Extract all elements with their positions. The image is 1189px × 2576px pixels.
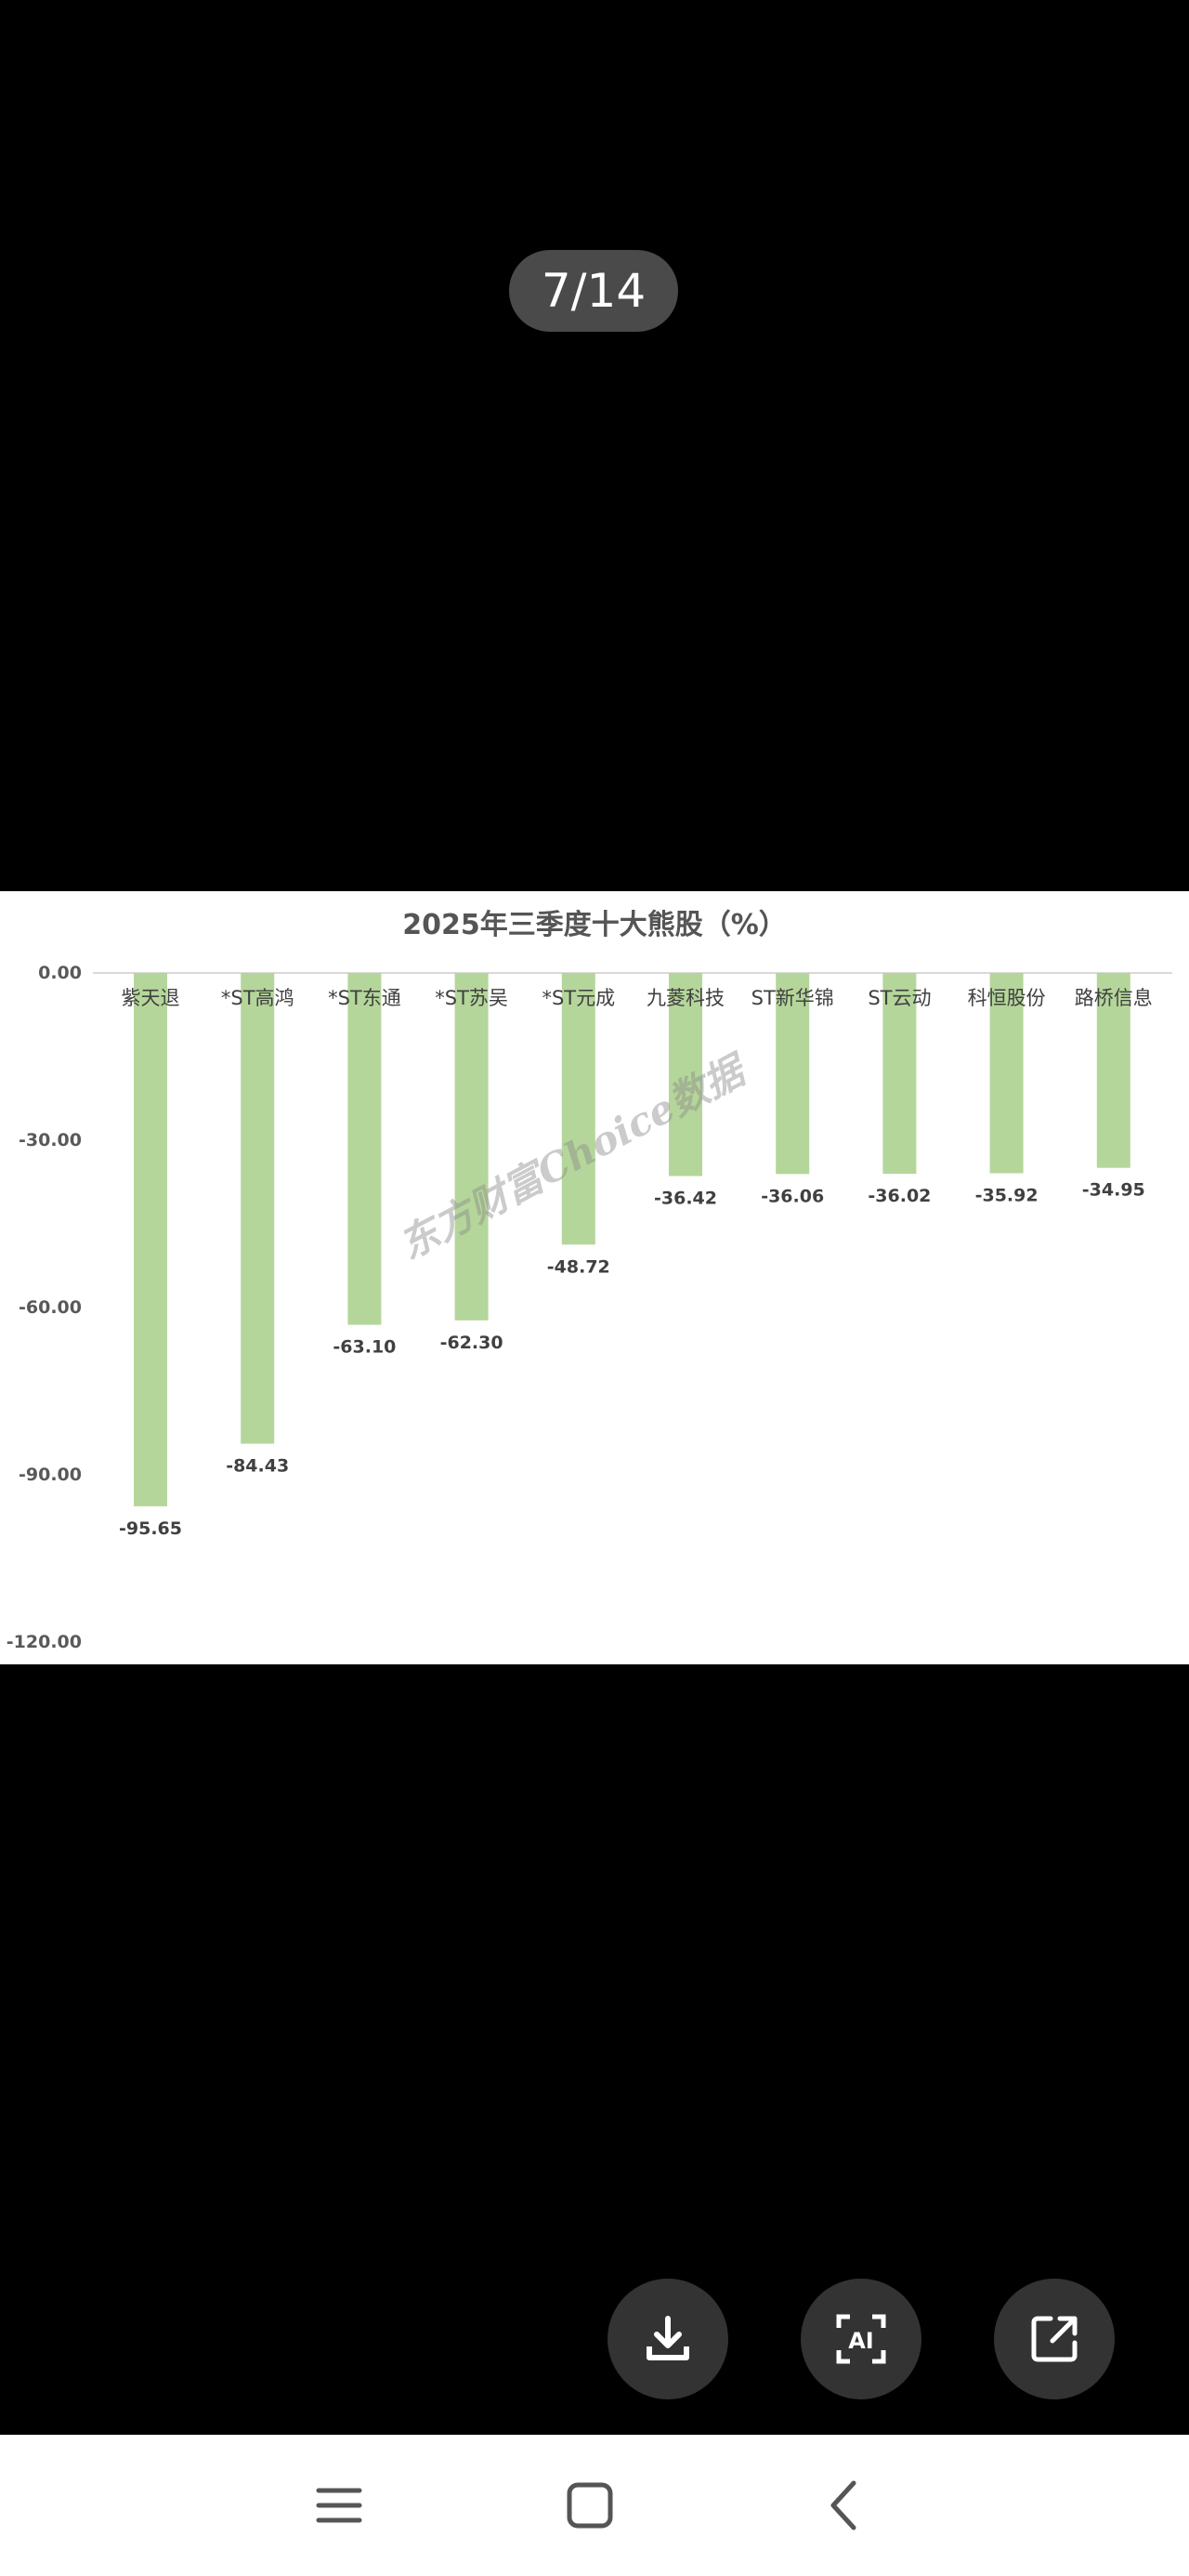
- category-label: *ST高鸿: [221, 987, 294, 1009]
- bar: [454, 973, 489, 1321]
- menu-icon: [316, 2488, 362, 2523]
- y-tick-label: 0.00: [38, 963, 82, 983]
- category-label: *ST苏吴: [435, 987, 508, 1009]
- value-label: -36.02: [868, 1186, 931, 1206]
- bar: [989, 973, 1024, 1174]
- value-label: -48.72: [547, 1256, 610, 1277]
- bar: [561, 973, 595, 1245]
- category-label: *ST元成: [542, 987, 615, 1009]
- download-button[interactable]: [608, 2279, 728, 2399]
- nav-home-button[interactable]: [548, 2468, 632, 2543]
- value-label: -36.42: [654, 1189, 717, 1209]
- category-label: 科恒股份: [968, 987, 1046, 1009]
- y-tick-label: -120.00: [7, 1632, 82, 1652]
- system-navigation-bar: [0, 2435, 1189, 2576]
- category-label: *ST东通: [328, 987, 401, 1009]
- bar-chart: 2025年三季度十大熊股（%） 0.00 -30.00 -60.00 -90.00 -1…: [7, 909, 1172, 1652]
- chart-title: 2025年三季度十大熊股（%）: [402, 909, 787, 941]
- value-label: -35.92: [975, 1186, 1039, 1206]
- ai-scan-button[interactable]: AI: [801, 2279, 921, 2399]
- page-indicator: 7/14: [509, 250, 678, 332]
- image-viewer[interactable]: 7/14 2025年三季度十大熊股（%） 0.00 -30.00 -60.00 -90…: [0, 0, 1189, 2435]
- bar: [241, 973, 275, 1444]
- bar: [134, 973, 167, 1506]
- share-icon: [1031, 2316, 1078, 2362]
- category-label: 紫天退: [122, 987, 180, 1009]
- home-icon: [567, 2482, 613, 2529]
- value-label: -63.10: [333, 1337, 396, 1358]
- nav-menu-button[interactable]: [297, 2468, 381, 2543]
- bar: [776, 973, 810, 1175]
- category-label: ST新华锦: [751, 987, 834, 1009]
- y-tick-label: -30.00: [19, 1130, 82, 1150]
- value-label: -84.43: [226, 1456, 289, 1477]
- bar: [669, 973, 702, 1176]
- ai-label: AI: [848, 2328, 874, 2354]
- share-button[interactable]: [994, 2279, 1115, 2399]
- download-icon: [647, 2316, 689, 2360]
- y-tick-label: -90.00: [19, 1465, 82, 1485]
- category-label: 九菱科技: [647, 987, 725, 1009]
- back-icon: [830, 2480, 856, 2530]
- chart-image[interactable]: 2025年三季度十大熊股（%） 0.00 -30.00 -60.00 -90.00 -1…: [0, 891, 1189, 1664]
- value-label: -36.06: [761, 1186, 824, 1206]
- ai-scan-icon: AI: [836, 2314, 886, 2364]
- value-label: -34.95: [1082, 1180, 1145, 1201]
- bar: [347, 973, 382, 1325]
- bar: [882, 973, 917, 1175]
- value-label: -62.30: [440, 1333, 503, 1353]
- category-label: 路桥信息: [1075, 987, 1153, 1009]
- category-label: ST云动: [868, 987, 931, 1009]
- nav-back-button[interactable]: [803, 2468, 886, 2543]
- y-tick-label: -60.00: [19, 1297, 82, 1318]
- value-label: -95.65: [119, 1518, 182, 1539]
- bar: [1096, 973, 1130, 1168]
